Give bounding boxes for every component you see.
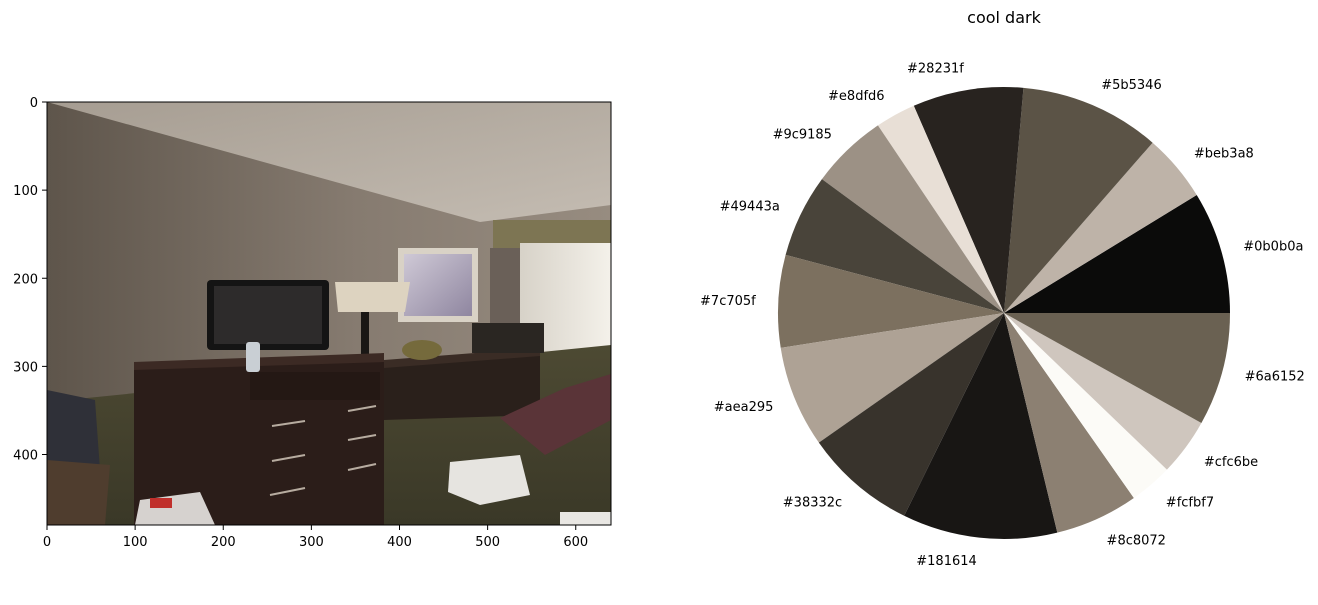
y-tick-label: 0 [30,96,38,111]
pie-slice-aea295 [780,313,1004,443]
x-tick-label: 600 [563,535,588,550]
pie-label: #9c9185 [773,128,832,143]
photo-printer [448,455,530,505]
pie-label: #7c705f [700,294,756,309]
x-tick-label: 0 [43,535,51,550]
pie-slice-8c8072 [1004,313,1134,533]
pie-slice-e8dfd6 [877,105,1004,314]
pie-slice-fcfbf7 [1004,313,1167,498]
pie-label: #aea295 [714,400,774,415]
pie-label: #e8dfd6 [828,89,885,104]
pie-slice-9c9185 [821,125,1004,313]
pie-slice-38332c [818,313,1004,516]
x-tick-label: 300 [299,535,324,550]
x-tick-label: 500 [475,535,500,550]
photo-art [404,254,472,316]
x-tick-label: 100 [123,535,148,550]
photo-bag [402,340,442,360]
pie-label: #beb3a8 [1194,147,1254,162]
image-axes-frame [46,101,612,526]
photo-lamp-shade [335,282,410,312]
pie-label: #181614 [916,554,977,569]
photo-ceiling [47,102,611,222]
photo-lamp-base [361,312,369,357]
pie-slice-181614 [904,313,1058,539]
photo-chair-blanket [500,374,611,455]
pie-slice-6a6152 [1004,313,1230,424]
y-tick-label: 200 [13,272,38,287]
x-tick-label: 200 [211,535,236,550]
pie-label: #28231f [907,62,964,77]
pie-label: #fcfbf7 [1166,496,1214,511]
photo-bottle [246,342,260,372]
pie-label: #5b5346 [1101,78,1162,93]
pie-title: cool dark [967,8,1041,27]
photo-desk [384,352,540,420]
pie-slice-5b5346 [1004,87,1153,313]
photo-clothes [47,390,100,470]
y-tick-label: 400 [13,449,38,464]
photo-red-item [150,498,172,508]
pie-label: #8c8072 [1107,533,1166,548]
pie-slice-7c705f [778,254,1004,348]
pie-slice-beb3a8 [1004,142,1197,313]
photo-bed-corner [560,512,611,525]
pie-chart: #0b0b0a #beb3a8 #5b5346 #28231f #e8dfd6 #9c91… [700,62,1305,569]
pie-slice-28231f [913,87,1024,313]
pie-label: #38332c [783,496,842,511]
x-tick-label: 400 [387,535,412,550]
y-tick-label: 300 [13,360,38,375]
image-axes-ticks: 0 100 200 300 400 500 600 0 100 200 300 400 [13,96,588,550]
photo-chair-left [47,460,110,525]
pie-label: #6a6152 [1245,370,1305,385]
photo-microwave [472,323,544,353]
pie-label: #cfc6be [1204,455,1258,470]
photo-tv-screen [214,286,322,344]
pie-label: #49443a [720,200,780,215]
y-tick-label: 100 [13,184,38,199]
room-photo [47,102,611,525]
pie-slice-cfc6be [1004,313,1202,470]
photo-dresser-shelf [250,372,380,400]
pie-label: #0b0b0a [1243,240,1303,255]
pie-slice-0b0b0a [1004,194,1230,313]
pie-slice-49443a [785,179,1004,313]
